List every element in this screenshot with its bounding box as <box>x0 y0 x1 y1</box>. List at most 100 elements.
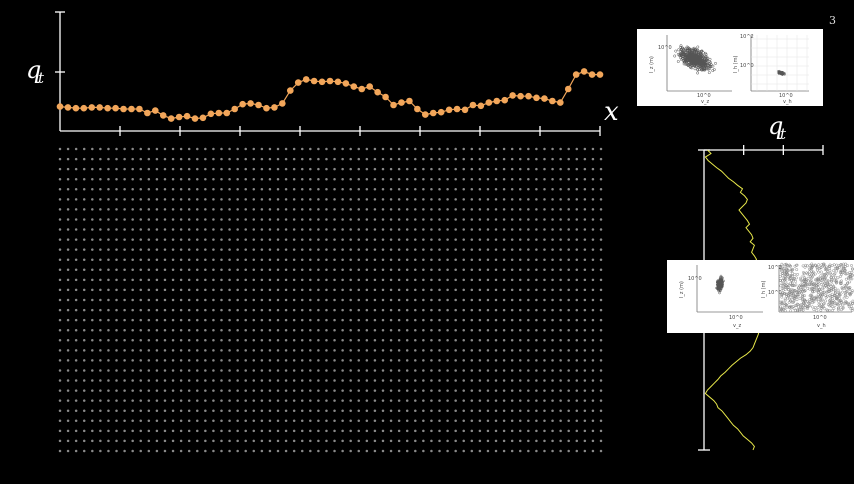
grid-point <box>309 248 312 251</box>
grid-point <box>147 449 151 453</box>
inset-scatter-point <box>837 306 841 310</box>
grid-point <box>66 147 70 151</box>
grid-point <box>478 379 482 382</box>
grid-point <box>454 218 457 221</box>
grid-point <box>365 208 369 211</box>
grid-point <box>397 328 401 332</box>
grid-point <box>252 278 256 282</box>
grid-point <box>414 419 417 423</box>
grid-point <box>228 369 231 372</box>
grid-point <box>341 439 344 443</box>
grid-point <box>430 218 433 221</box>
grid-point <box>115 157 118 161</box>
grid-point <box>389 228 393 231</box>
grid-point <box>236 349 239 352</box>
grid-point <box>317 258 320 261</box>
grid-point <box>357 349 361 352</box>
grid-point <box>163 208 167 211</box>
grid-point <box>422 198 425 201</box>
grid-point <box>438 248 441 251</box>
grid-point <box>494 429 498 433</box>
grid-point <box>155 167 159 171</box>
inset-scatter-point <box>793 304 797 308</box>
grid-point <box>599 258 603 261</box>
grid-point <box>567 308 570 312</box>
inset-scatter-point <box>698 59 702 62</box>
inset-scatter-point <box>779 269 783 273</box>
grid-point <box>115 268 118 272</box>
grid-point <box>131 449 134 453</box>
inset-scatter-point <box>804 278 808 281</box>
inset-scatter-point <box>795 268 799 272</box>
grid-point <box>551 379 554 382</box>
grid-point <box>58 157 62 161</box>
grid-point <box>333 228 336 231</box>
grid-point <box>82 147 86 151</box>
inset-scatter-point <box>718 291 721 295</box>
grid-point <box>567 218 570 221</box>
grid-point <box>244 419 247 423</box>
grid-point <box>163 409 167 412</box>
grid-point <box>551 157 554 161</box>
grid-point <box>212 379 215 382</box>
inset-scatter-point <box>792 289 796 293</box>
inset-scatter-point <box>696 71 700 75</box>
inset-scatter-point <box>829 273 833 277</box>
inset-scatter-point <box>780 295 784 299</box>
grid-point <box>478 288 482 292</box>
grid-point <box>389 258 393 261</box>
grid-point <box>583 449 587 453</box>
grid-point <box>309 339 312 342</box>
inset-scatter-point <box>815 266 819 270</box>
grid-point <box>204 258 207 261</box>
grid-point <box>204 278 207 282</box>
grid-point <box>519 218 522 221</box>
grid-point <box>599 328 603 332</box>
inset-scatter-point <box>830 264 834 267</box>
grid-point <box>341 167 344 171</box>
grid-point <box>292 147 296 151</box>
grid-point <box>260 288 264 292</box>
inset-scatter-point <box>839 303 842 307</box>
grid-point <box>292 349 296 352</box>
grid-point <box>357 268 361 272</box>
grid-point <box>204 167 207 171</box>
grid-point <box>228 248 231 251</box>
grid-point <box>389 248 393 251</box>
top-y-label: q t <box>26 56 45 87</box>
grid-point <box>155 188 159 191</box>
grid-point <box>260 419 264 423</box>
grid-point <box>438 429 441 433</box>
top-series-point <box>128 105 135 113</box>
grid-point <box>276 349 280 352</box>
grid-point <box>292 298 296 302</box>
svg-text:t: t <box>780 125 787 143</box>
grid-point <box>82 318 86 322</box>
grid-point <box>82 298 86 302</box>
grid-point <box>268 188 272 191</box>
grid-point <box>599 198 603 201</box>
inset-scatter-point <box>689 47 693 51</box>
grid-point <box>527 258 530 261</box>
grid-point <box>196 399 199 402</box>
inset-scatter-point <box>839 271 843 275</box>
grid-point <box>470 399 474 402</box>
grid-point <box>187 238 191 241</box>
grid-point <box>397 439 401 443</box>
grid-point <box>204 157 207 161</box>
grid-point <box>163 157 167 161</box>
grid-point <box>486 298 490 302</box>
grid-point <box>510 208 514 211</box>
inset-scatter-point <box>812 286 816 290</box>
grid-point <box>414 147 417 151</box>
inset-scatter-point <box>808 264 812 268</box>
grid-point <box>494 167 498 171</box>
grid-point <box>535 379 538 382</box>
inset-scatter-point <box>808 283 812 287</box>
inset-scatter-point <box>848 293 852 297</box>
grid-point <box>430 308 433 312</box>
grid-point <box>559 177 562 181</box>
grid-point <box>147 359 151 362</box>
grid-point <box>519 339 522 342</box>
grid-point <box>66 288 70 292</box>
